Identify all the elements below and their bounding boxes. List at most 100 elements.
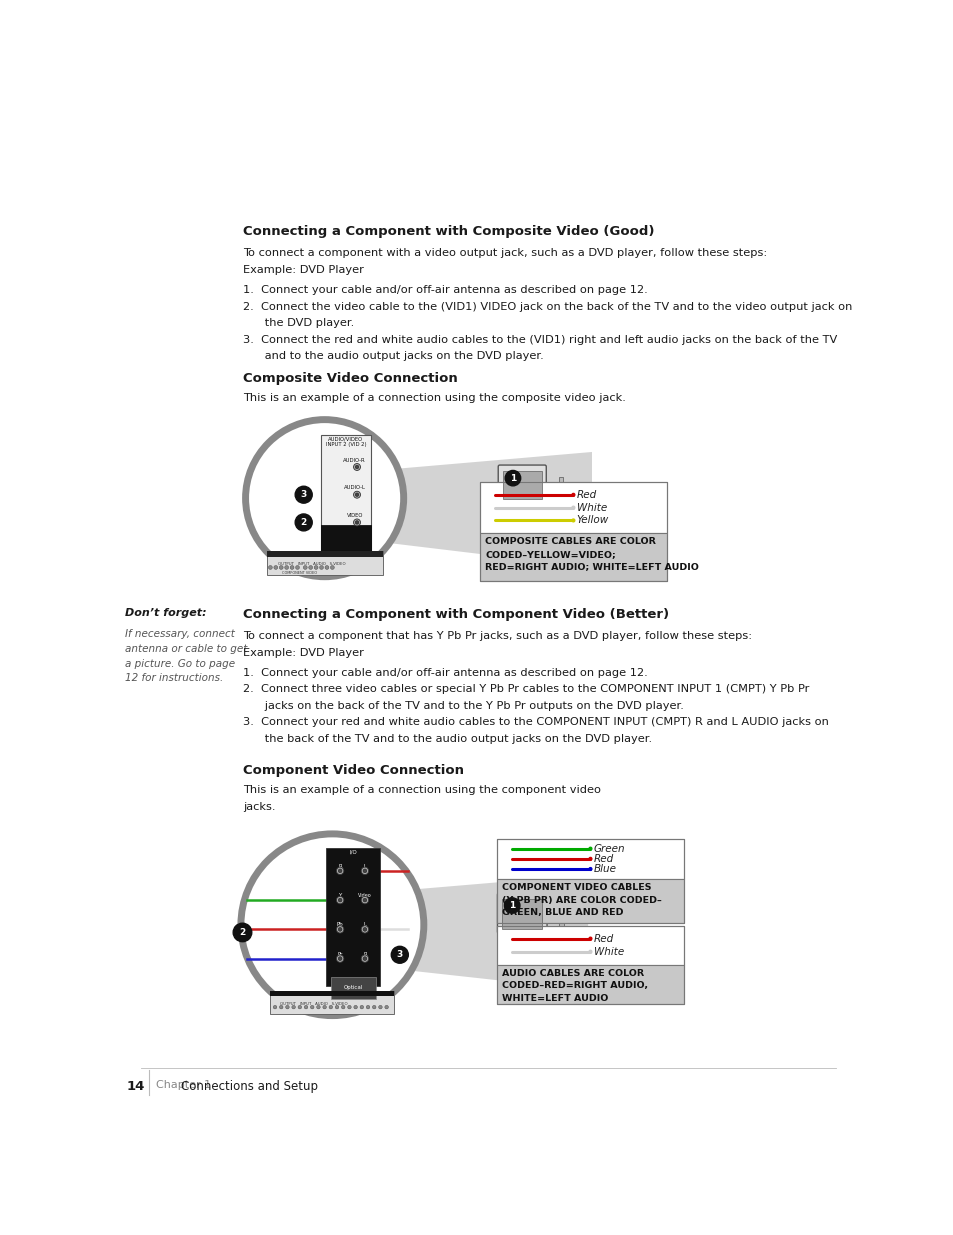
Text: L: L: [363, 864, 366, 869]
Text: COMPONENT VIDEO CABLES
(Y PB PR) ARE COLOR CODED–
GREEN, BLUE AND RED: COMPONENT VIDEO CABLES (Y PB PR) ARE COL…: [501, 883, 661, 918]
Circle shape: [294, 514, 312, 531]
Circle shape: [325, 566, 329, 569]
Circle shape: [303, 566, 307, 569]
Bar: [479, 482, 666, 534]
Text: 3.  Connect your red and white audio cables to the COMPONENT INPUT (CMPT) R and : 3. Connect your red and white audio cabl…: [243, 718, 828, 727]
Text: Example: DVD Player: Example: DVD Player: [243, 647, 364, 657]
Text: R: R: [363, 952, 366, 957]
Circle shape: [363, 927, 366, 931]
Circle shape: [284, 566, 289, 569]
Circle shape: [310, 1005, 314, 1009]
Text: White: White: [593, 947, 623, 957]
Text: VIDEO: VIDEO: [346, 514, 362, 519]
Circle shape: [366, 1005, 370, 1009]
Circle shape: [384, 1005, 388, 1009]
Text: Pr: Pr: [337, 952, 342, 957]
Text: and to the audio output jacks on the DVD player.: and to the audio output jacks on the DVD…: [243, 352, 543, 362]
Polygon shape: [368, 452, 592, 567]
Circle shape: [268, 566, 272, 569]
Text: Video: Video: [357, 893, 372, 898]
Text: AUDIO-L: AUDIO-L: [343, 485, 365, 490]
Circle shape: [290, 566, 294, 569]
Circle shape: [245, 420, 403, 577]
Circle shape: [336, 897, 343, 904]
Circle shape: [361, 867, 368, 874]
Circle shape: [279, 1005, 283, 1009]
Circle shape: [309, 566, 313, 569]
Text: L: L: [363, 923, 366, 927]
Circle shape: [391, 946, 408, 963]
Text: Pb: Pb: [336, 923, 343, 927]
Circle shape: [363, 869, 366, 873]
Circle shape: [588, 950, 591, 953]
Text: jacks on the back of the TV and to the Y Pb Pr outputs on the DVD player.: jacks on the back of the TV and to the Y…: [243, 700, 683, 710]
Bar: [497, 879, 683, 924]
Circle shape: [588, 857, 591, 861]
Text: Optical: Optical: [343, 984, 362, 989]
Circle shape: [233, 924, 252, 941]
Circle shape: [336, 926, 343, 934]
Text: Yellow: Yellow: [576, 515, 608, 525]
Text: Red: Red: [593, 853, 613, 863]
Circle shape: [336, 867, 343, 874]
Text: AUDIO CABLES ARE COLOR
CODED–RED=RIGHT AUDIO,
WHITE=LEFT AUDIO: AUDIO CABLES ARE COLOR CODED–RED=RIGHT A…: [501, 968, 647, 1003]
Text: 1.  Connect your cable and/or off-air antenna as described on page 12.: 1. Connect your cable and/or off-air ant…: [243, 285, 647, 295]
Bar: [501, 899, 542, 929]
Text: 1: 1: [509, 902, 515, 910]
Text: To connect a component with a video output jack, such as a DVD player, follow th: To connect a component with a video outp…: [243, 248, 767, 258]
Circle shape: [572, 494, 575, 496]
Circle shape: [354, 519, 360, 526]
Circle shape: [285, 1005, 289, 1009]
Bar: [558, 478, 562, 499]
Circle shape: [292, 1005, 295, 1009]
Circle shape: [361, 955, 368, 962]
Circle shape: [274, 566, 277, 569]
Bar: [479, 534, 666, 580]
Text: AUDIO-R: AUDIO-R: [343, 458, 366, 463]
Text: the DVD player.: the DVD player.: [243, 319, 355, 329]
Bar: [266, 551, 382, 557]
Text: 2: 2: [300, 517, 307, 527]
Text: 1: 1: [509, 474, 516, 483]
Text: 2.  Connect the video cable to the (VID1) VIDEO jack on the back of the TV and t: 2. Connect the video cable to the (VID1)…: [243, 301, 852, 311]
Circle shape: [588, 847, 591, 850]
Text: Chapter 1: Chapter 1: [156, 1079, 212, 1091]
Circle shape: [361, 897, 368, 904]
Text: I/O: I/O: [349, 850, 356, 855]
Text: Connecting a Component with Composite Video (Good): Connecting a Component with Composite Vi…: [243, 225, 654, 238]
Circle shape: [316, 1005, 320, 1009]
Text: 1.  Connect your cable and/or off-air antenna as described on page 12.: 1. Connect your cable and/or off-air ant…: [243, 668, 647, 678]
FancyBboxPatch shape: [497, 466, 546, 504]
Bar: [270, 990, 394, 1014]
Circle shape: [336, 955, 343, 962]
Circle shape: [363, 898, 366, 902]
Bar: [479, 482, 666, 580]
Text: This is an example of a connection using the component video: This is an example of a connection using…: [243, 785, 600, 795]
Bar: [270, 990, 394, 997]
Bar: [497, 965, 683, 1004]
Text: If necessary, connect
antenna or cable to get
a picture. Go to page
12 for instr: If necessary, connect antenna or cable t…: [125, 629, 248, 683]
Bar: [497, 925, 683, 1004]
Circle shape: [361, 926, 368, 934]
Bar: [497, 839, 683, 879]
Circle shape: [273, 1005, 276, 1009]
Circle shape: [355, 493, 358, 496]
Text: OUTPUT   INPUT   AUDIO   S-VIDEO: OUTPUT INPUT AUDIO S-VIDEO: [279, 1003, 347, 1007]
Circle shape: [279, 566, 283, 569]
Text: Connections and Setup: Connections and Setup: [181, 1079, 318, 1093]
Text: 14: 14: [127, 1079, 145, 1093]
Bar: [497, 839, 683, 924]
Circle shape: [295, 566, 299, 569]
Bar: [497, 925, 683, 965]
Circle shape: [504, 898, 519, 913]
Circle shape: [341, 1005, 345, 1009]
Text: 2.  Connect three video cables or special Y Pb Pr cables to the COMPONENT INPUT : 2. Connect three video cables or special…: [243, 684, 809, 694]
Text: jacks.: jacks.: [243, 802, 275, 811]
Text: Blue: Blue: [593, 864, 616, 874]
Text: Component Video Connection: Component Video Connection: [243, 764, 464, 777]
Bar: [320, 435, 371, 555]
Circle shape: [322, 1005, 326, 1009]
FancyBboxPatch shape: [497, 893, 546, 934]
Text: R: R: [338, 864, 341, 869]
Circle shape: [338, 898, 341, 902]
